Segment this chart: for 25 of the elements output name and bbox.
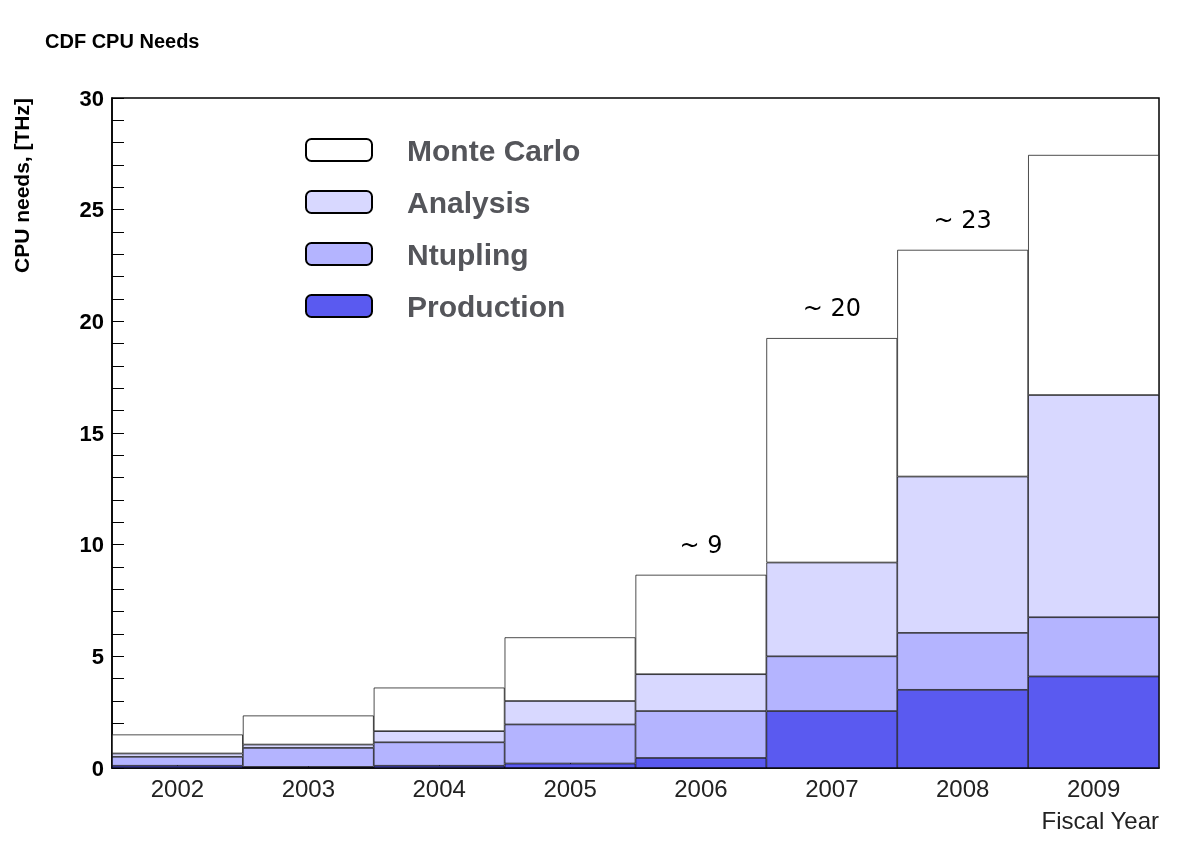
y-tick-label: 25 (79, 197, 104, 223)
x-tick-label: 2006 (674, 774, 728, 802)
y-tick-label: 15 (79, 420, 104, 446)
x-axis-title: Fiscal Year (1041, 806, 1159, 834)
legend-label: Ntupling (407, 237, 529, 271)
legend-label: Analysis (407, 185, 531, 219)
annotation: ~ 9 (679, 530, 723, 559)
y-tick-label: 20 (79, 308, 104, 334)
annotation: ~ 20 (802, 294, 861, 323)
chart-title: CDF CPU Needs (45, 30, 200, 52)
annotation: ~ 23 (933, 205, 992, 234)
x-tick-label: 2004 (412, 774, 466, 802)
x-tick-label: 2008 (935, 774, 990, 802)
y-tick-label: 10 (79, 532, 104, 558)
x-tick-label: 2002 (150, 774, 205, 802)
legend-label: Production (407, 289, 566, 323)
y-tick-label: 30 (79, 85, 104, 111)
y-tick-label: 0 (91, 755, 104, 781)
y-tick-label: 5 (91, 643, 104, 669)
x-tick-label: 2009 (1066, 774, 1121, 802)
x-tick-label: 2005 (543, 774, 597, 802)
y-axis-title: CPU needs, [THz] (10, 98, 33, 274)
x-tick-label: 2007 (805, 774, 859, 802)
x-tick-label: 2003 (281, 774, 336, 802)
legend-label: Monte Carlo (407, 133, 581, 167)
